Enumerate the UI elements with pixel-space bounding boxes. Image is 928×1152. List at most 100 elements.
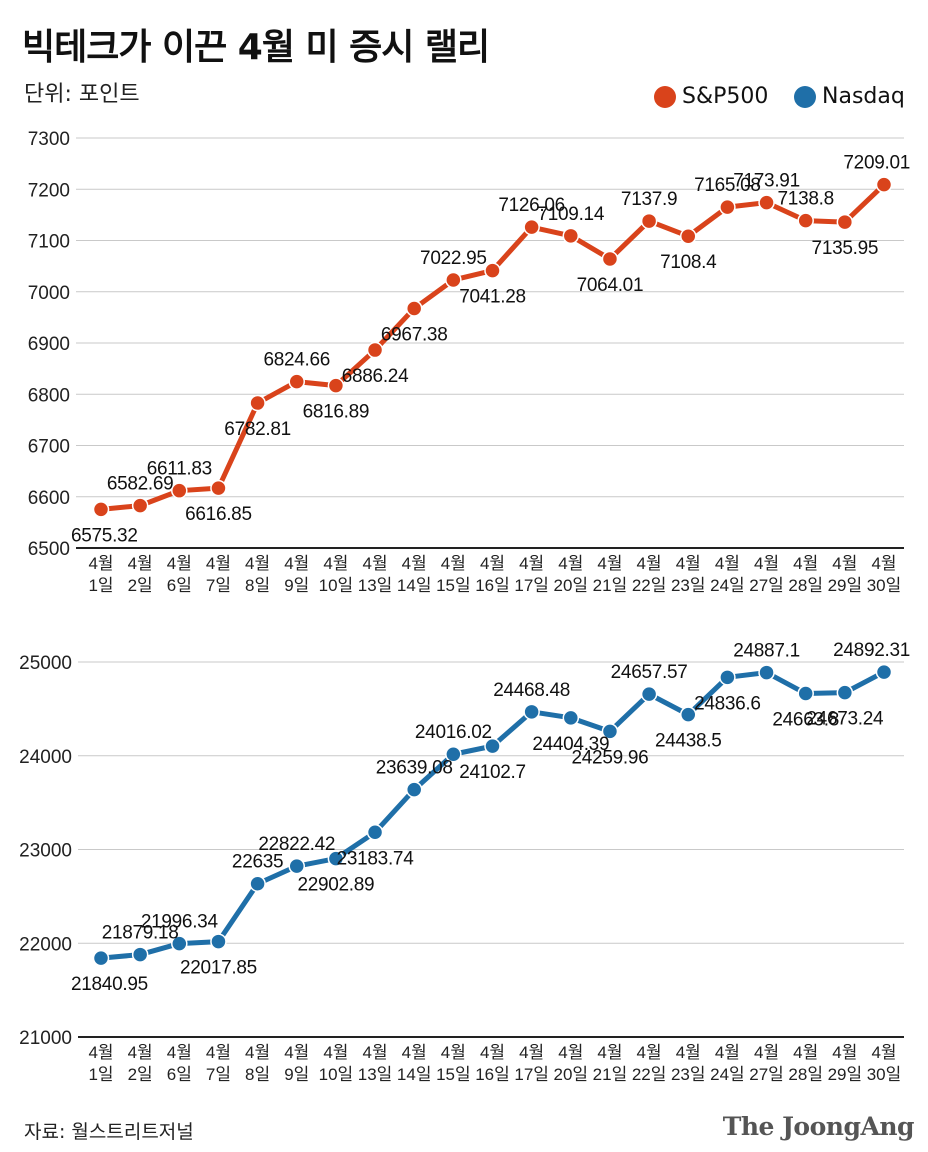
x-tick-label-month: 4월: [519, 1043, 544, 1062]
chart-nasdaq: 21000 22000 23000 24000 25000 4월 1일 4월 2일 4월 6일 4월 7…: [19, 640, 910, 1084]
x-tick-label-month: 4월: [637, 554, 662, 573]
x-tick-label-day: 10일: [319, 1065, 354, 1084]
x-tick-label-day: 15일: [436, 576, 471, 595]
data-point: [562, 227, 580, 245]
x-tick-label-day: 8일: [245, 576, 270, 595]
x-tick-label-day: 28일: [788, 1065, 823, 1084]
data-label: 7064.01: [577, 275, 644, 296]
x-tick-label-day: 7일: [206, 576, 231, 595]
data-label: 7126.06: [498, 195, 565, 216]
data-label: 24836.6: [694, 693, 761, 714]
legend-label-nasdaq: Nasdaq: [822, 84, 905, 109]
y-tick-label: 6800: [28, 385, 70, 406]
x-tick-label-month: 4월: [754, 554, 779, 573]
data-label: 6582.69: [107, 474, 174, 495]
data-label: 7137.9: [621, 189, 677, 210]
x-tick-label-month: 4월: [402, 1043, 427, 1062]
x-tick-label-day: 13일: [358, 576, 393, 595]
x-tick-label-month: 4월: [519, 554, 544, 573]
data-label: 22635: [232, 852, 283, 873]
x-tick-label-month: 4월: [676, 1043, 701, 1062]
data-label: 24259.96: [572, 747, 649, 768]
x-tick-label-month: 4월: [441, 1043, 466, 1062]
data-point: [210, 479, 227, 497]
y-tick-label: 7100: [28, 232, 70, 253]
data-label: 22902.89: [297, 875, 374, 896]
x-tick-label-day: 16일: [475, 1065, 510, 1084]
x-tick-label-day: 17일: [514, 1065, 549, 1084]
data-point: [523, 703, 540, 721]
x-tick-label-day: 1일: [88, 1065, 113, 1084]
data-label: 7022.95: [420, 248, 487, 269]
data-point: [288, 857, 305, 875]
x-tick-label-day: 30일: [867, 576, 902, 595]
x-tick-label-day: 21일: [593, 576, 628, 595]
x-tick-label-day: 23일: [671, 1065, 706, 1084]
x-tick-label-month: 4월: [480, 554, 505, 573]
data-label: 24016.02: [415, 722, 492, 743]
data-label: 21840.95: [71, 974, 148, 995]
data-point: [405, 781, 423, 798]
data-point: [445, 271, 462, 289]
x-tick-label-day: 20일: [554, 576, 589, 595]
x-tick-label-month: 4월: [167, 1043, 192, 1062]
x-tick-label-month: 4월: [206, 1043, 231, 1062]
data-point: [719, 669, 736, 686]
data-label: 7138.8: [778, 189, 834, 210]
x-tick-label-month: 4월: [793, 554, 818, 573]
data-label: 7165.08: [694, 175, 761, 196]
x-tick-label-day: 23일: [671, 576, 706, 595]
x-tick-label-day: 29일: [828, 1065, 863, 1084]
x-tick-label-month: 4월: [871, 1043, 896, 1062]
data-label: 24663.8: [772, 710, 839, 731]
data-label: 6575.32: [71, 525, 138, 546]
data-point: [405, 300, 423, 317]
legend-swatch-nasdaq: [794, 85, 816, 108]
x-tick-label-day: 2일: [128, 1065, 153, 1084]
x-tick-label-month: 4월: [832, 554, 857, 573]
data-label: 24404.39: [532, 734, 609, 755]
x-tick-label-day: 27일: [749, 1065, 784, 1084]
x-tick-label-month: 4월: [245, 1043, 270, 1062]
data-point: [366, 824, 384, 841]
data-label: 23639.08: [376, 758, 453, 779]
x-tick-label-month: 4월: [88, 554, 113, 573]
data-point: [523, 218, 540, 236]
data-label: 24892.31: [833, 640, 910, 661]
x-tick-label-day: 7일: [206, 1065, 231, 1084]
data-label: 7173.91: [733, 171, 800, 192]
data-point: [327, 850, 345, 867]
data-point: [836, 213, 854, 231]
data-point: [92, 501, 110, 518]
x-tick-label-month: 4월: [128, 554, 153, 573]
x-tick-label-day: 20일: [554, 1065, 589, 1084]
x-tick-label-month: 4월: [676, 554, 701, 573]
source-note: 자료: 월스트리트저널: [24, 1121, 194, 1143]
data-label: 6824.66: [263, 350, 330, 371]
data-point: [836, 684, 854, 701]
x-tick-label-month: 4월: [793, 1043, 818, 1062]
x-tick-label-day: 22일: [632, 1065, 667, 1084]
x-tick-label-month: 4월: [715, 1043, 740, 1062]
x-tick-label-month: 4월: [441, 554, 466, 573]
data-label: 7108.4: [660, 252, 717, 273]
x-tick-label-month: 4월: [284, 1043, 309, 1062]
x-tick-label-month: 4월: [88, 1043, 113, 1062]
x-tick-label-month: 4월: [323, 1043, 348, 1062]
x-tick-label-month: 4월: [871, 554, 896, 573]
data-point: [601, 723, 619, 740]
legend-label-sp500: S&P500: [682, 84, 769, 109]
data-point: [601, 250, 619, 268]
data-label: 6967.38: [381, 324, 448, 345]
data-point: [327, 377, 345, 394]
data-point: [171, 482, 188, 499]
chart-sp500: 6500 6600 6700 6800 6900 7000 7100 7200 7300 4월 1일…: [28, 129, 911, 595]
x-tick-label-day: 2일: [128, 576, 153, 595]
y-tick-label: 22000: [19, 934, 72, 955]
data-label: 24673.24: [806, 709, 884, 730]
legend-swatch-sp500: [654, 85, 676, 108]
x-tick-label-month: 4월: [480, 1043, 505, 1062]
x-tick-label-month: 4월: [754, 1043, 779, 1062]
data-point: [758, 664, 775, 681]
data-label: 24887.1: [733, 641, 800, 662]
